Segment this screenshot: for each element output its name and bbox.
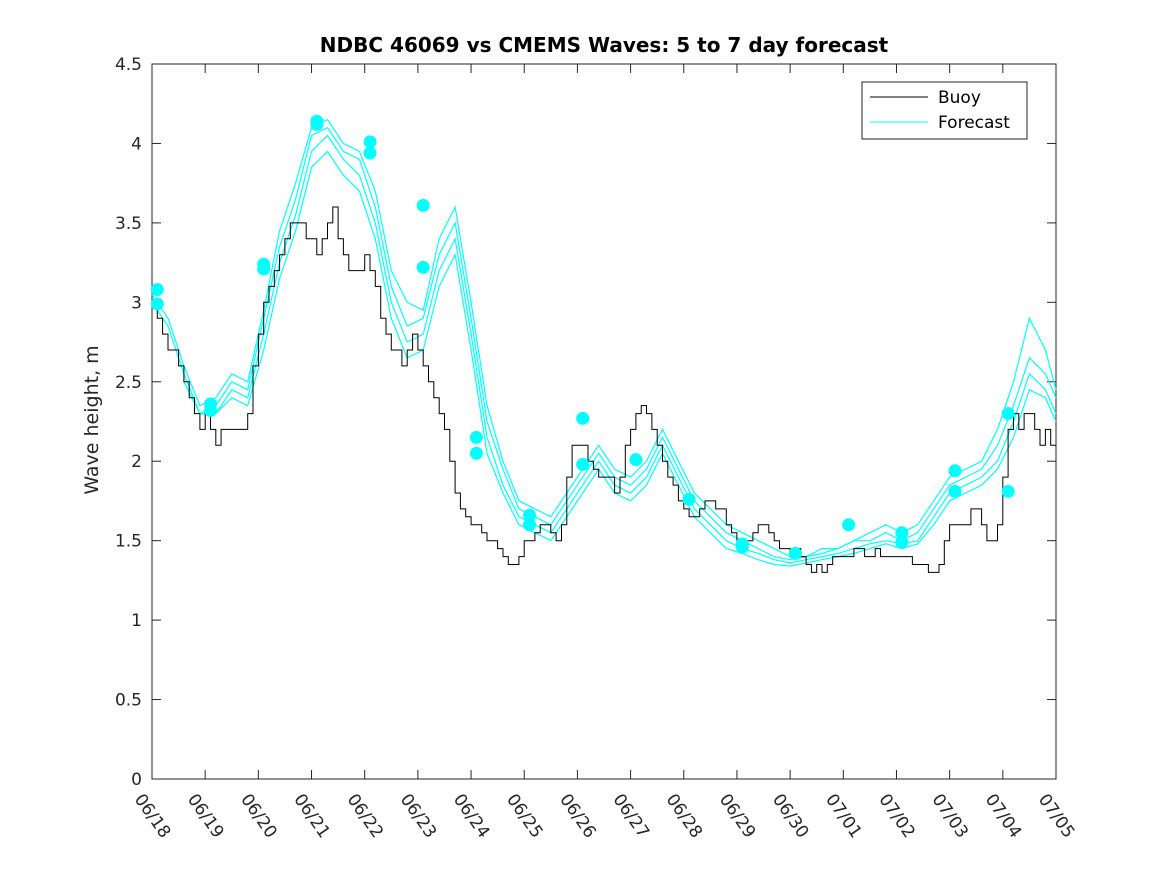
legend-label-forecast: Forecast [938,113,1010,133]
forecast-marker [523,518,537,532]
buoy-series-line [152,206,1056,573]
forecast-marker [416,260,430,274]
forecast-marker [257,262,271,276]
forecast-series-line-3 [183,134,1057,564]
y-tick-label: 4 [131,134,142,154]
y-tick-label: 3.5 [115,214,142,234]
forecast-marker [576,457,590,471]
forecast-marker [469,446,483,460]
forecast-marker [948,464,962,478]
y-tick-label: 1.5 [115,532,142,552]
series-layer [151,118,1057,573]
forecast-marker [735,540,749,554]
forecast-marker [629,453,643,467]
y-tick-label: 4.5 [115,55,142,75]
forecast-marker [150,297,164,311]
forecast-marker [682,492,696,506]
forecast-marker [895,535,909,549]
forecast-series-line-2 [151,126,1057,561]
legend-box [861,81,1028,140]
forecast-marker [150,283,164,297]
legend: Buoy Forecast [861,81,1028,140]
forecast-marker [1001,407,1015,421]
forecast-marker [523,508,537,522]
y-tick-label: 3 [131,293,142,313]
forecast-marker [416,198,430,212]
y-tick-label: 2.5 [115,373,142,393]
forecast-marker [203,403,217,417]
forecast-marker [948,484,962,498]
y-tick-label: 0 [131,770,142,790]
forecast-series-line-1 [151,118,1057,558]
forecast-marker [895,526,909,540]
legend-label-buoy: Buoy [938,88,981,108]
forecast-markers [150,114,1015,560]
forecast-marker [842,518,856,532]
forecast-series-line-4 [215,150,1057,567]
forecast-marker [363,135,377,149]
y-tick-label: 1 [131,611,142,631]
y-tick-label: 2 [131,452,142,472]
forecast-marker [310,117,324,131]
forecast-marker [363,146,377,160]
forecast-marker [469,430,483,444]
y-tick-label: 0.5 [115,691,142,711]
forecast-marker [576,411,590,425]
forecast-marker [1001,484,1015,498]
forecast-marker [788,546,802,560]
y-axis-label: Wave height, m [81,345,103,494]
chart-title: NDBC 46069 vs CMEMS Waves: 5 to 7 day fo… [320,33,889,57]
